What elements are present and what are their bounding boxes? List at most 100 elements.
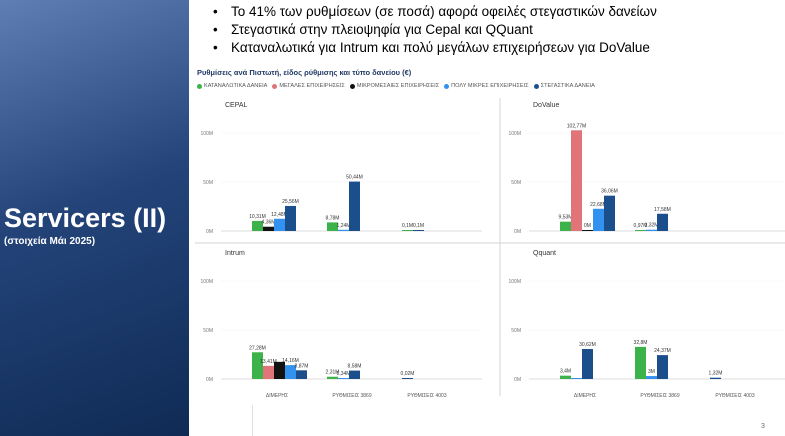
bar-intrum-0-3 bbox=[285, 365, 296, 379]
bar-cepal-1-0 bbox=[327, 222, 338, 231]
data-label: 10,31M bbox=[249, 214, 266, 220]
x-tick-label: ΡΥΘΜΙΣΕΙΣ 3869 bbox=[332, 393, 371, 399]
bar-dovalue-1-0 bbox=[635, 230, 646, 231]
bar-intrum-0-0 bbox=[252, 352, 263, 379]
x-tick-label: ΡΥΘΜΙΣΕΙΣ 4003 bbox=[407, 393, 446, 399]
legend-swatch bbox=[533, 83, 539, 89]
data-label: 8,78M bbox=[326, 215, 340, 221]
bar-intrum-1-4 bbox=[349, 370, 360, 379]
data-label: 14,16M bbox=[282, 358, 299, 364]
data-label: 0,97M bbox=[634, 223, 648, 229]
divider bbox=[252, 405, 253, 436]
bar-qquant-0-3 bbox=[571, 378, 582, 379]
data-label: 0,34M bbox=[337, 371, 351, 377]
bar-dovalue-0-0 bbox=[560, 221, 571, 231]
data-label: 36,06M bbox=[601, 189, 618, 195]
bullet-item: Καταναλωτικά για Intrum και πολύ μεγάλων… bbox=[213, 39, 657, 57]
legend-item-large: ΜΕΓΑΛΕΣ ΕΠΙΧΕΙΡΗΣΕΙΣ bbox=[272, 83, 345, 89]
bar-intrum-0-1 bbox=[263, 365, 274, 379]
bar-intrum-1-0 bbox=[327, 376, 338, 379]
bar-dovalue-1-3 bbox=[646, 229, 657, 231]
y-tick-label: 0M bbox=[514, 229, 521, 235]
y-tick-label: 100M bbox=[508, 279, 521, 285]
y-tick-label: 0M bbox=[206, 229, 213, 235]
x-tick-label: ΔΙΜΕΡΗΣ bbox=[574, 393, 596, 399]
bar-qquant-0-0 bbox=[560, 375, 571, 379]
bar-qquant-1-0 bbox=[635, 346, 646, 379]
legend-item-very-small: ΠΟΛΥ ΜΙΚΡΕΣ ΕΠΙΧΕΙΡΗΣΕΙΣ bbox=[444, 83, 529, 89]
bar-cepal-0-2 bbox=[263, 226, 274, 231]
bar-dovalue-0-2 bbox=[582, 230, 593, 231]
bar-qquant-1-4 bbox=[657, 355, 668, 379]
slide-subtitle: (στοιχεία Μάι 2025) bbox=[4, 236, 96, 247]
data-label: 3,4M bbox=[560, 369, 571, 375]
x-tick-label: ΡΥΘΜΙΣΕΙΣ 3869 bbox=[640, 393, 679, 399]
data-label: 25,56M bbox=[282, 199, 299, 205]
data-label: 27,28M bbox=[249, 345, 266, 351]
data-label: 17,58M bbox=[654, 207, 671, 213]
legend-label: ΠΟΛΥ ΜΙΚΡΕΣ ΕΠΙΧΕΙΡΗΣΕΙΣ bbox=[451, 83, 529, 89]
data-label: 50,44M bbox=[346, 175, 363, 181]
bullet-item: Το 41% των ρυθμίσεων (σε ποσά) αφορά οφε… bbox=[213, 3, 657, 21]
sidebar: Servicers (II) (στοιχεία Μάι 2025) bbox=[0, 0, 189, 436]
legend-item-housing: ΣΤΕΓΑΣΤΙΚΑ ΔΑΝΕΙΑ bbox=[533, 83, 595, 89]
bar-qquant-1-3 bbox=[646, 376, 657, 379]
data-label: 0,1M bbox=[402, 223, 413, 229]
bullet-list: Το 41% των ρυθμίσεων (σε ποσά) αφορά οφε… bbox=[213, 3, 657, 57]
bar-intrum-0-4 bbox=[296, 370, 307, 379]
data-label: 1,32M bbox=[709, 371, 723, 377]
data-label: 4,36M bbox=[262, 220, 276, 226]
page-number: 3 bbox=[761, 423, 765, 430]
bar-cepal-0-0 bbox=[252, 220, 263, 231]
data-label: 32,8M bbox=[634, 340, 648, 346]
data-label: 0,1M bbox=[413, 223, 424, 229]
data-label: 9,53M bbox=[559, 215, 573, 221]
data-label: 12,48M bbox=[271, 212, 288, 218]
data-label: 3M bbox=[648, 369, 655, 375]
data-label: 22,68M bbox=[590, 202, 607, 208]
y-tick-label: 50M bbox=[203, 328, 213, 334]
bar-intrum-2-4 bbox=[402, 378, 413, 379]
data-label: 30,62M bbox=[579, 342, 596, 348]
chart-legend: ΚΑΤΑΝΑΛΩΤΙΚΑ ΔΑΝΕΙΑ ΜΕΓΑΛΕΣ ΕΠΙΧΕΙΡΗΣΕΙΣ… bbox=[197, 83, 595, 89]
y-tick-label: 100M bbox=[200, 279, 213, 285]
data-label: 8,58M bbox=[348, 364, 362, 370]
y-tick-label: 50M bbox=[203, 180, 213, 186]
bar-dovalue-1-4 bbox=[657, 213, 668, 231]
data-label: 102,77M bbox=[567, 123, 586, 129]
legend-label: ΜΙΚΡΟΜΕΣΑΙΕΣ ΕΠΙΧΕΙΡΗΣΕΙΣ bbox=[356, 83, 440, 89]
y-tick-label: 100M bbox=[200, 131, 213, 137]
x-tick-label: ΡΥΘΜΙΣΕΙΣ 4003 bbox=[715, 393, 754, 399]
data-label: 2,31M bbox=[326, 370, 340, 376]
y-tick-label: 100M bbox=[508, 131, 521, 137]
legend-label: ΜΕΓΑΛΕΣ ΕΠΙΧΕΙΡΗΣΕΙΣ bbox=[279, 83, 345, 89]
bullet-item: Στεγαστικά στην πλειοψηφία για Cepal και… bbox=[213, 21, 657, 39]
data-label: 24,37M bbox=[654, 348, 671, 354]
panel-title: Qquant bbox=[533, 250, 556, 257]
legend-label: ΚΑΤΑΝΑΛΩΤΙΚΑ ΔΑΝΕΙΑ bbox=[204, 83, 268, 89]
panel-title: CEPAL bbox=[225, 102, 248, 109]
bar-qquant-2-4 bbox=[710, 377, 721, 379]
panel-title: Intrum bbox=[225, 250, 245, 257]
bar-dovalue-0-1 bbox=[571, 130, 582, 231]
y-tick-label: 0M bbox=[514, 377, 521, 383]
bar-cepal-1-4 bbox=[349, 181, 360, 231]
bar-dovalue-0-4 bbox=[604, 195, 615, 231]
data-label: 1,24M bbox=[337, 223, 351, 229]
legend-item-consumer: ΚΑΤΑΝΑΛΩΤΙΚΑ ΔΑΝΕΙΑ bbox=[197, 83, 267, 89]
legend-swatch bbox=[197, 83, 202, 89]
bar-cepal-0-4 bbox=[285, 205, 296, 231]
bar-intrum-1-3 bbox=[338, 378, 349, 379]
legend-swatch bbox=[444, 83, 450, 89]
data-label: 8,87M bbox=[295, 363, 309, 369]
chart-title: Ρυθμίσεις ανά Πιστωτή, είδος ρύθμισης κα… bbox=[197, 68, 412, 77]
bar-dovalue-0-3 bbox=[593, 208, 604, 231]
data-label: 1,32M bbox=[645, 223, 659, 229]
x-tick-label: ΔΙΜΕΡΗΣ bbox=[266, 393, 288, 399]
legend-label: ΣΤΕΓΑΣΤΙΚΑ ΔΑΝΕΙΑ bbox=[540, 83, 595, 89]
y-tick-label: 50M bbox=[511, 328, 521, 334]
bar-qquant-0-4 bbox=[582, 348, 593, 379]
y-tick-label: 50M bbox=[511, 180, 521, 186]
bar-cepal-2-4 bbox=[413, 230, 424, 231]
